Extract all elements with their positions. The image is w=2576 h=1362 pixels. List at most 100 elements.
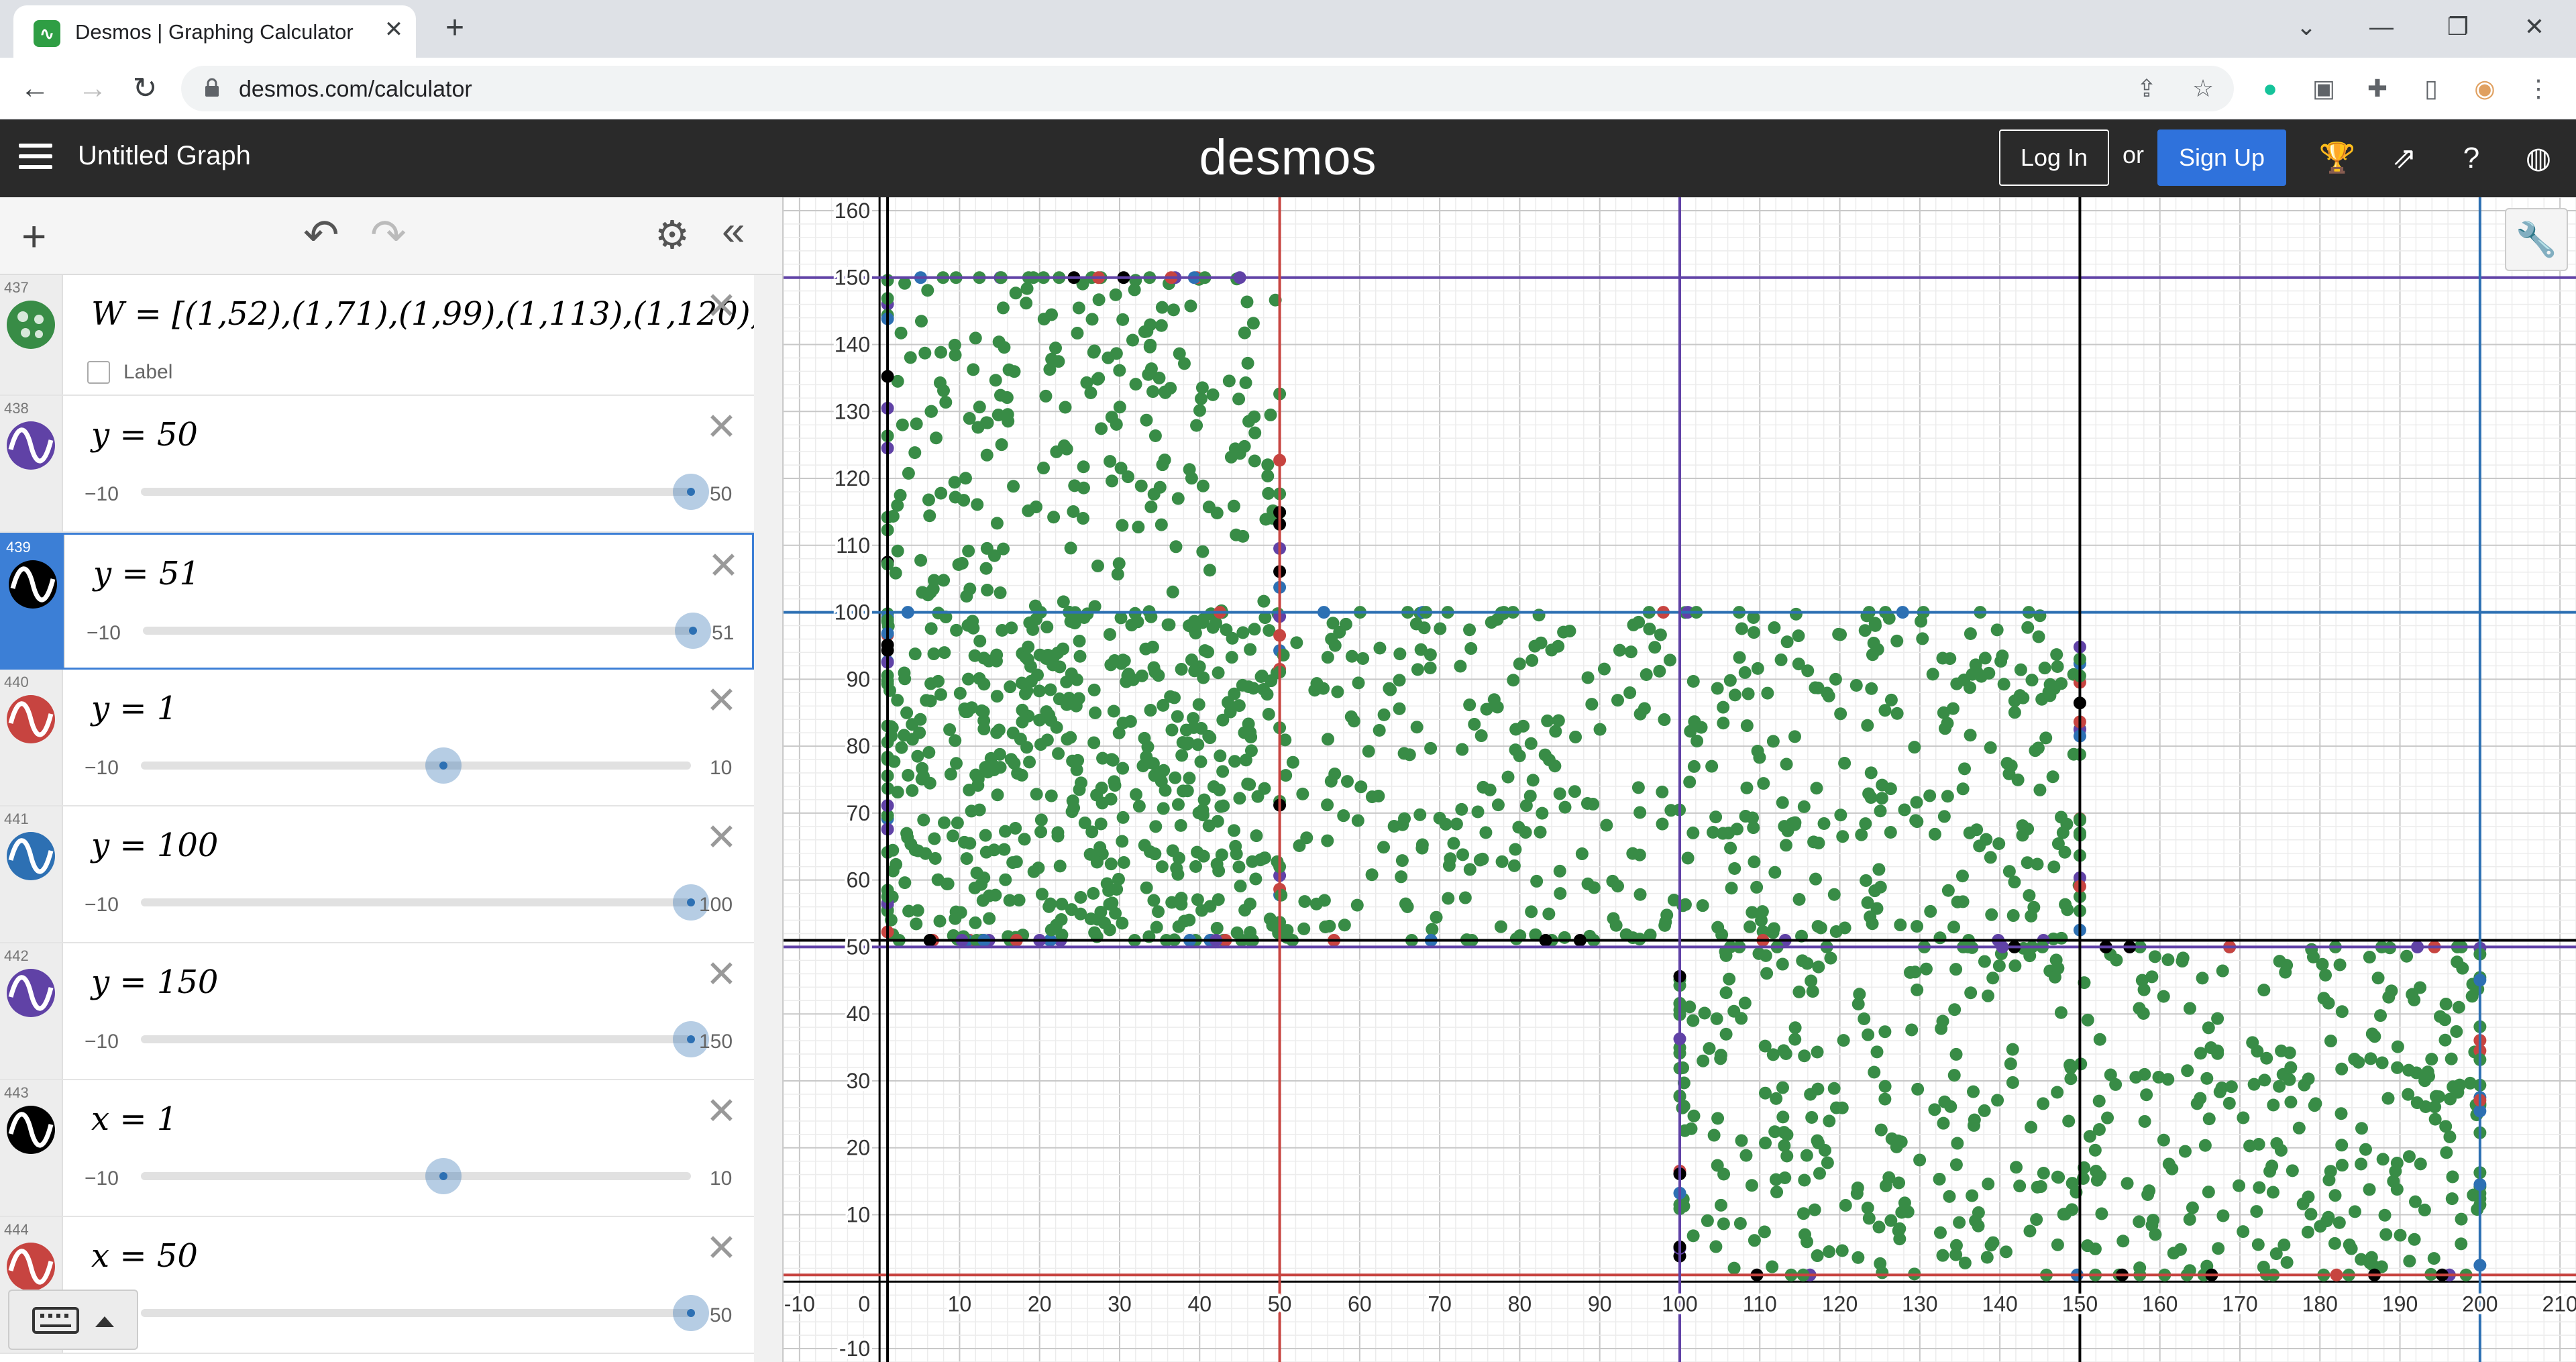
- scatter-point: [2055, 677, 2068, 690]
- wave-icon[interactable]: [5, 1241, 56, 1292]
- keyboard-toggle-button[interactable]: [8, 1290, 138, 1350]
- minimize-button[interactable]: —: [2369, 13, 2394, 40]
- wave-icon[interactable]: [5, 967, 56, 1018]
- tab-search-icon[interactable]: ⌄: [2296, 13, 2317, 40]
- slider-track[interactable]: [141, 1295, 709, 1331]
- label-checkbox[interactable]: [87, 361, 110, 384]
- expression-formula[interactable]: x = 50: [91, 1237, 198, 1275]
- wave-icon[interactable]: [5, 420, 56, 471]
- star-icon[interactable]: ☆: [2192, 74, 2214, 102]
- restore-button[interactable]: ❐: [2447, 13, 2469, 40]
- login-button[interactable]: Log In: [1999, 129, 2109, 186]
- share-graph-icon[interactable]: ⇗: [2392, 142, 2417, 174]
- expression-formula[interactable]: W = [(1,52),(1,71),(1,99),(1,113),(1,120…: [91, 295, 773, 333]
- slider-track[interactable]: [141, 747, 691, 784]
- slider-min[interactable]: −10: [85, 894, 119, 916]
- slider-max[interactable]: 50: [710, 483, 733, 505]
- expression-row[interactable]: 441 y = 100 ✕ −10 100: [0, 806, 754, 943]
- slider-max[interactable]: 10: [710, 1167, 733, 1190]
- scatter-point: [1138, 839, 1151, 852]
- slider-thumb[interactable]: [673, 1295, 709, 1331]
- graph-settings-wrench-icon[interactable]: 🔧: [2505, 208, 2568, 271]
- help-icon[interactable]: ?: [2463, 142, 2480, 174]
- extension-a-icon[interactable]: ▣: [2312, 74, 2335, 102]
- puzzle-icon[interactable]: ✚: [2367, 74, 2388, 102]
- slider-min[interactable]: −10: [85, 1031, 119, 1053]
- delete-expression-icon[interactable]: ✕: [706, 953, 737, 995]
- expression-row[interactable]: 440 y = 1 ✕ −10 10: [0, 670, 754, 806]
- settings-gear-icon[interactable]: ⚙: [655, 213, 690, 257]
- slider-thumb[interactable]: [673, 884, 709, 921]
- new-tab-button[interactable]: +: [445, 10, 465, 46]
- wave-icon[interactable]: [7, 559, 58, 610]
- scatter-point: [2292, 1121, 2306, 1135]
- grammarly-icon[interactable]: ●: [2263, 74, 2277, 102]
- expression-formula[interactable]: y = 1: [91, 690, 178, 727]
- address-bar[interactable]: desmos.com/calculator: [181, 66, 2234, 111]
- redo-button[interactable]: ↷: [370, 211, 407, 259]
- slider-max[interactable]: 10: [710, 757, 733, 779]
- expression-formula[interactable]: y = 50: [91, 416, 198, 454]
- collapse-panel-button[interactable]: «: [722, 208, 745, 254]
- profile-avatar[interactable]: ◉: [2474, 74, 2496, 102]
- wave-icon[interactable]: [5, 831, 56, 882]
- tab-close-icon[interactable]: ✕: [384, 17, 404, 42]
- slider-track[interactable]: [141, 474, 709, 510]
- expression-formula[interactable]: y = 100: [91, 827, 219, 864]
- delete-expression-icon[interactable]: ✕: [708, 544, 739, 586]
- add-expression-button[interactable]: +: [21, 212, 47, 260]
- hamburger-menu-icon[interactable]: [19, 140, 52, 177]
- expression-formula[interactable]: x = 1: [91, 1100, 178, 1138]
- scatter-point: [2456, 961, 2469, 975]
- expression-formula[interactable]: y = 150: [91, 963, 219, 1001]
- slider-track[interactable]: [143, 613, 711, 649]
- delete-expression-icon[interactable]: ✕: [706, 816, 737, 858]
- slider-thumb[interactable]: [425, 747, 462, 784]
- reload-button[interactable]: ↻: [132, 72, 158, 105]
- slider-thumb[interactable]: [425, 1158, 462, 1194]
- wave-icon[interactable]: [5, 1104, 56, 1155]
- browser-tab[interactable]: ∿ Desmos | Graphing Calculator ✕: [13, 5, 416, 58]
- slider-max[interactable]: 50: [710, 1304, 733, 1326]
- slider-min[interactable]: −10: [87, 622, 121, 644]
- delete-expression-icon[interactable]: ✕: [706, 405, 737, 448]
- slider-thumb[interactable]: [673, 474, 709, 510]
- signup-button[interactable]: Sign Up: [2157, 129, 2286, 186]
- delete-expression-icon[interactable]: ✕: [706, 1090, 737, 1132]
- delete-expression-icon[interactable]: ✕: [706, 284, 737, 327]
- slider-thumb[interactable]: [673, 1021, 709, 1057]
- slider-track[interactable]: [141, 1021, 709, 1057]
- menu-dots-icon[interactable]: ⋮: [2526, 74, 2551, 102]
- slider-thumb[interactable]: [675, 613, 711, 649]
- expression-scrollbar[interactable]: [754, 275, 782, 1362]
- slider-track[interactable]: [141, 1158, 691, 1194]
- graph-title[interactable]: Untitled Graph: [78, 141, 251, 170]
- slider-max[interactable]: 51: [712, 622, 735, 644]
- slider-min[interactable]: −10: [85, 1167, 119, 1190]
- slider-min[interactable]: −10: [85, 483, 119, 505]
- expression-row[interactable]: 443 x = 1 ✕ −10 10: [0, 1080, 754, 1217]
- close-window-button[interactable]: ✕: [2524, 13, 2545, 40]
- slider-min[interactable]: −10: [85, 757, 119, 779]
- delete-expression-icon[interactable]: ✕: [706, 679, 737, 721]
- back-button[interactable]: ←: [20, 72, 50, 105]
- expression-row[interactable]: 439 y = 51 ✕ −10 51: [0, 533, 754, 670]
- wave-icon[interactable]: [5, 694, 56, 745]
- forward-button[interactable]: →: [78, 72, 107, 105]
- expression-row[interactable]: 438 y = 50 ✕ −10 50: [0, 396, 754, 533]
- slider-max[interactable]: 100: [699, 894, 733, 916]
- slider-max[interactable]: 150: [699, 1031, 733, 1053]
- delete-expression-icon[interactable]: ✕: [706, 1226, 737, 1269]
- expression-formula[interactable]: y = 51: [93, 555, 200, 592]
- undo-button[interactable]: ↶: [303, 211, 339, 259]
- scatter-point: [2165, 1162, 2179, 1175]
- expression-row[interactable]: 437 W = [(1,52),(1,71),(1,99),(1,113),(1,…: [0, 275, 773, 396]
- language-globe-icon[interactable]: ◍: [2525, 142, 2552, 174]
- sidepanel-icon[interactable]: ▯: [2424, 74, 2438, 102]
- expression-row[interactable]: 442 y = 150 ✕ −10 150: [0, 943, 754, 1080]
- slider-track[interactable]: [141, 884, 709, 921]
- share-icon[interactable]: ⇪: [2136, 74, 2157, 102]
- trophy-icon[interactable]: 🏆: [2318, 142, 2356, 174]
- points-icon[interactable]: [5, 299, 56, 350]
